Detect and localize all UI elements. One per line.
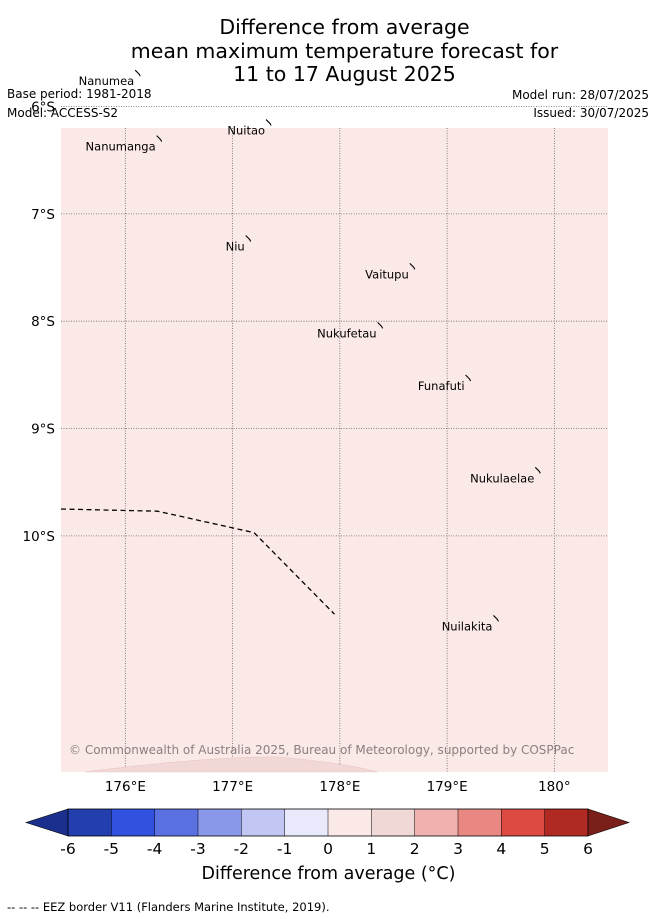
island-label: Nanumea [79, 74, 135, 88]
map-panel: 176°E 177°E 178°E 179°E 180° 6°S 7°S 8°S 9°S 10°S… [23, 69, 608, 795]
colorbar-tick-label: -6 [60, 840, 75, 858]
colorbar-tick-label: 0 [323, 840, 333, 858]
island-shape [493, 615, 499, 622]
island-label: Funafuti [418, 379, 465, 393]
colorbar-swatch [241, 809, 285, 836]
colorbar-under-arrow [25, 808, 69, 837]
island-shape [156, 135, 163, 142]
colorbar-label: Difference from average (°C) [201, 864, 456, 884]
colorbar-swatch [501, 809, 545, 836]
lat-tick-label: 9°S [31, 422, 55, 438]
colorbar-swatch [284, 809, 329, 836]
colorbar-tick-label: 4 [496, 840, 506, 858]
island-label: Niu [226, 239, 245, 253]
lat-tick-label: 10°S [23, 529, 56, 545]
lon-tick-label: 176°E [105, 779, 146, 795]
colorbar-tick-label: 1 [366, 840, 376, 858]
title-line-1: Difference from average [219, 15, 470, 39]
island-label: Nukufetau [317, 326, 376, 340]
colorbar-tick-label: 6 [583, 840, 593, 858]
model-name: Model: ACCESS-S2 [7, 106, 119, 120]
colorbar-swatch [111, 809, 155, 836]
island-label: Nanumanga [86, 140, 156, 154]
colorbar-swatch [154, 809, 199, 836]
landmass-shape [84, 756, 378, 773]
eez-border-line [60, 508, 335, 615]
colorbar-swatch [414, 809, 459, 836]
island-shape [265, 119, 272, 126]
issued-date: Issued: 30/07/2025 [533, 106, 649, 120]
lon-tick-label: 177°E [212, 779, 253, 795]
colorbar-tick-label: -1 [277, 840, 292, 858]
lat-tick-label: 7°S [31, 207, 55, 223]
island-shape [534, 466, 541, 474]
colorbar-swatch [198, 809, 242, 836]
colorbar-swatch [371, 809, 415, 836]
base-period: Base period: 1981-2018 [7, 87, 152, 101]
colorbar-tick-label: -4 [147, 840, 162, 858]
model-run-date: Model run: 28/07/2025 [511, 88, 649, 102]
island-shape [377, 322, 384, 329]
colorbar-swatch [68, 809, 112, 836]
island-shape [134, 69, 141, 77]
eez-footnote: -- -- -- EEZ border V11 (Flanders Marine… [7, 900, 330, 914]
title-line-3: 11 to 17 August 2025 [233, 62, 456, 86]
colorbar-swatch [328, 809, 372, 836]
island-label: Nuilakita [442, 619, 493, 633]
colorbar-tick-label: 3 [453, 840, 463, 858]
colorbar-tick-label: 2 [410, 840, 420, 858]
lon-tick-label: 179°E [427, 779, 468, 795]
lat-tick-label: 6°S [31, 100, 55, 116]
colorbar-tick-label: -3 [190, 840, 205, 858]
title-line-2: mean maximum temperature forecast for [130, 38, 559, 63]
lat-tick-label: 8°S [31, 314, 55, 330]
colorbar-swatch [458, 809, 502, 836]
colorbar-swatch [544, 809, 589, 836]
island-shape [245, 235, 252, 242]
island-label: Nuitao [227, 124, 265, 138]
colorbar-tick-label: 5 [540, 840, 550, 858]
colorbar: -6 -5 -4 -3 -2 -1 0 1 2 3 4 5 6 [25, 808, 630, 858]
island-shape [465, 374, 472, 382]
colorbar-tick-label: -5 [104, 840, 119, 858]
island-label: Vaitupu [365, 267, 409, 281]
colorbar-tick-label: -2 [234, 840, 249, 858]
map-title: Difference from average mean maximum tem… [0, 15, 655, 87]
map-background [61, 128, 608, 772]
island-shape [409, 262, 416, 270]
lon-tick-label: 180° [538, 779, 571, 795]
island-label: Nukulaelae [470, 471, 534, 485]
colorbar-outline [67, 808, 589, 837]
lon-tick-label: 178°E [319, 779, 360, 795]
copyright-notice: © Commonwealth of Australia 2025, Bureau… [69, 743, 574, 757]
colorbar-over-arrow [587, 808, 630, 837]
